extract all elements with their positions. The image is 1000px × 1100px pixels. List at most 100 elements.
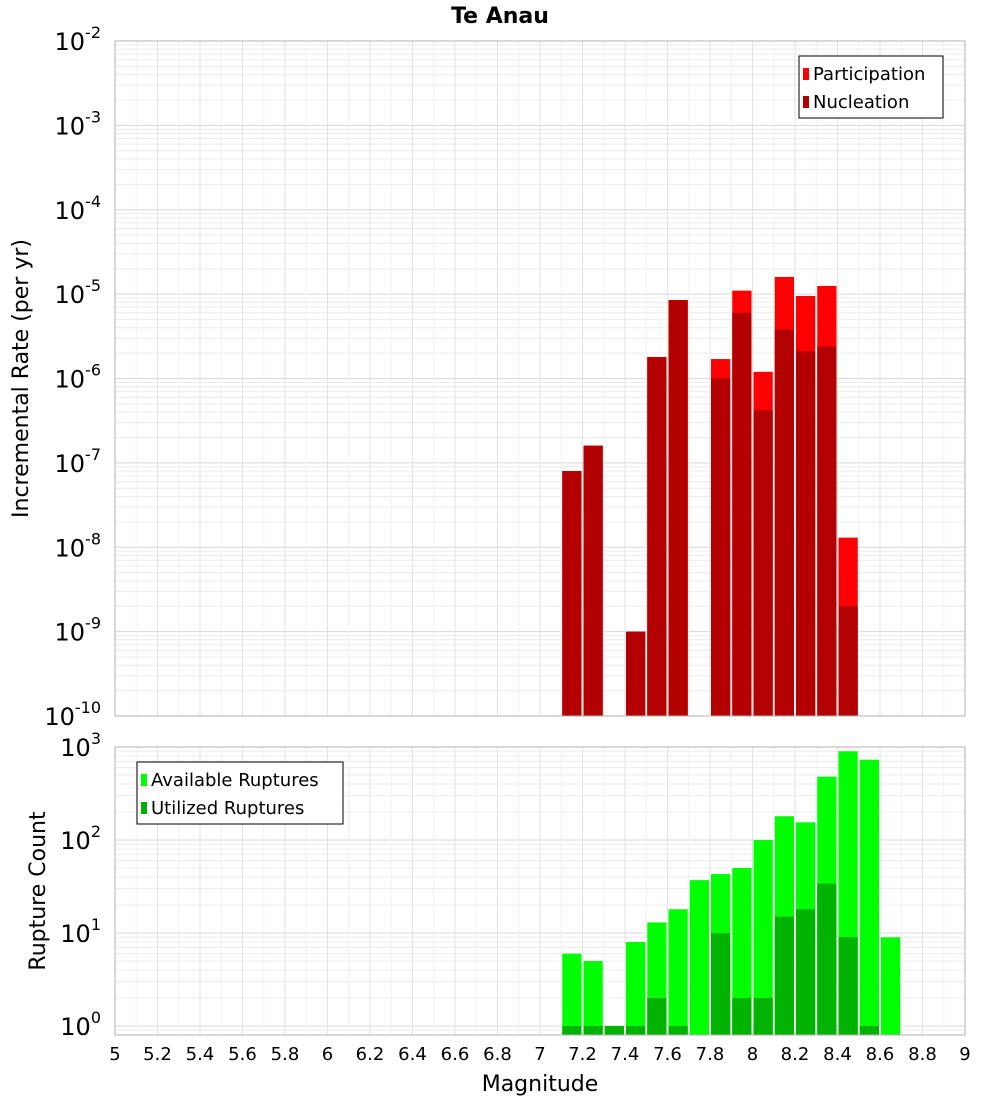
chart-title: Te Anau xyxy=(451,4,549,29)
x-tick-label: 7.6 xyxy=(653,1044,682,1065)
bar xyxy=(732,312,752,716)
y-tick-exponent: 2 xyxy=(91,822,101,841)
legend: Participation Nucleation xyxy=(798,55,944,119)
y-tick-exponent: -2 xyxy=(85,23,101,42)
y-tick-label: 10-2 xyxy=(55,23,102,56)
y-tick-base: 10 xyxy=(44,703,75,731)
y-tick-label: 103 xyxy=(60,729,101,762)
y-axis-label: Rupture Count xyxy=(26,811,51,971)
x-tick-label: 7.2 xyxy=(568,1044,597,1065)
bar xyxy=(859,759,879,1035)
bar xyxy=(668,1025,688,1035)
bar xyxy=(647,997,667,1035)
y-tick-label: 100 xyxy=(60,1008,101,1041)
bar xyxy=(881,937,901,1035)
y-tick-label: 10-9 xyxy=(55,614,102,647)
bar xyxy=(604,1025,624,1035)
y-tick-exponent: -7 xyxy=(85,445,101,464)
y-tick-label: 10-6 xyxy=(55,361,102,394)
plot-frame xyxy=(114,40,966,717)
plot-frame xyxy=(114,746,966,1036)
y-tick-base: 10 xyxy=(60,734,91,762)
legend-label: Utilized Ruptures xyxy=(151,798,304,819)
bar xyxy=(732,997,752,1035)
y-tick-label: 10-5 xyxy=(55,276,102,309)
bar xyxy=(668,300,688,716)
x-tick-label: 7.8 xyxy=(696,1044,725,1065)
bar xyxy=(838,606,858,716)
bar xyxy=(774,916,794,1035)
y-tick-exponent: 3 xyxy=(91,729,101,748)
bar xyxy=(626,631,646,716)
x-tick-label: 5.2 xyxy=(143,1044,172,1065)
y-tick-base: 10 xyxy=(55,534,86,562)
y-tick-exponent: 1 xyxy=(91,915,101,934)
y-tick-label: 102 xyxy=(60,822,101,855)
bar xyxy=(817,346,837,716)
bar xyxy=(753,410,773,716)
y-tick-label: 10-4 xyxy=(55,192,102,225)
x-tick-label: 5.4 xyxy=(186,1044,215,1065)
legend-swatch xyxy=(141,802,147,814)
y-tick-base: 10 xyxy=(55,366,86,394)
y-tick-exponent: -4 xyxy=(85,192,101,211)
y-tick-exponent: -6 xyxy=(85,361,101,380)
x-tick-label: 8 xyxy=(747,1044,758,1065)
y-tick-label: 10-8 xyxy=(55,529,102,562)
bar xyxy=(774,329,794,716)
x-tick-label: 8.6 xyxy=(866,1044,895,1065)
legend-swatch xyxy=(803,96,809,108)
x-tick-label: 9 xyxy=(959,1044,970,1065)
x-tick-label: 8.2 xyxy=(781,1044,810,1065)
bar xyxy=(817,883,837,1035)
bar xyxy=(711,378,731,716)
y-tick-base: 10 xyxy=(60,1013,91,1041)
x-tick-label: 8.4 xyxy=(823,1044,852,1065)
y-tick-exponent: -8 xyxy=(85,529,101,548)
x-tick-label: 6.2 xyxy=(356,1044,385,1065)
grid-panel-0 xyxy=(114,40,966,717)
y-tick-exponent: -10 xyxy=(75,698,101,717)
bar xyxy=(711,932,731,1035)
y-tick-exponent: -3 xyxy=(85,107,101,126)
y-tick-base: 10 xyxy=(60,920,91,948)
y-tick-base: 10 xyxy=(55,28,86,56)
x-tick-label: 5.6 xyxy=(228,1044,257,1065)
legend-box xyxy=(798,55,944,119)
y-tick-label: 10-10 xyxy=(44,698,101,731)
bar xyxy=(796,351,816,716)
bar xyxy=(668,909,688,1035)
x-axis-label: Magnitude xyxy=(482,1072,599,1097)
bar xyxy=(583,1025,603,1035)
bar xyxy=(732,867,752,1035)
legend: Available Ruptures Utilized Ruptures xyxy=(136,761,344,825)
legend-box xyxy=(136,761,344,825)
y-axis-label: Incremental Rate (per yr) xyxy=(9,239,34,518)
bar xyxy=(626,1025,646,1035)
series-nucleation xyxy=(562,300,858,716)
y-tick-exponent: -9 xyxy=(85,614,101,633)
bar xyxy=(689,880,709,1035)
x-tick-label: 7 xyxy=(534,1044,545,1065)
x-tick-label: 6.6 xyxy=(441,1044,470,1065)
y-tick-base: 10 xyxy=(55,281,86,309)
x-tick-label: 8.8 xyxy=(908,1044,937,1065)
y-tick-label: 10-3 xyxy=(55,107,102,140)
x-tick-label: 7.4 xyxy=(611,1044,640,1065)
bar xyxy=(859,1025,879,1035)
bar xyxy=(753,997,773,1035)
bar xyxy=(796,909,816,1035)
bar xyxy=(753,839,773,1035)
x-tick-label: 5 xyxy=(109,1044,120,1065)
bar xyxy=(562,1025,582,1035)
legend-swatch xyxy=(141,774,147,786)
x-tick-label: 6.4 xyxy=(398,1044,427,1065)
bar xyxy=(583,960,603,1035)
y-tick-base: 10 xyxy=(55,112,86,140)
x-tick-label: 5.8 xyxy=(271,1044,300,1065)
y-tick-base: 10 xyxy=(55,619,86,647)
bar xyxy=(583,445,603,716)
bar xyxy=(562,471,582,716)
series-utilized-ruptures xyxy=(562,883,879,1035)
